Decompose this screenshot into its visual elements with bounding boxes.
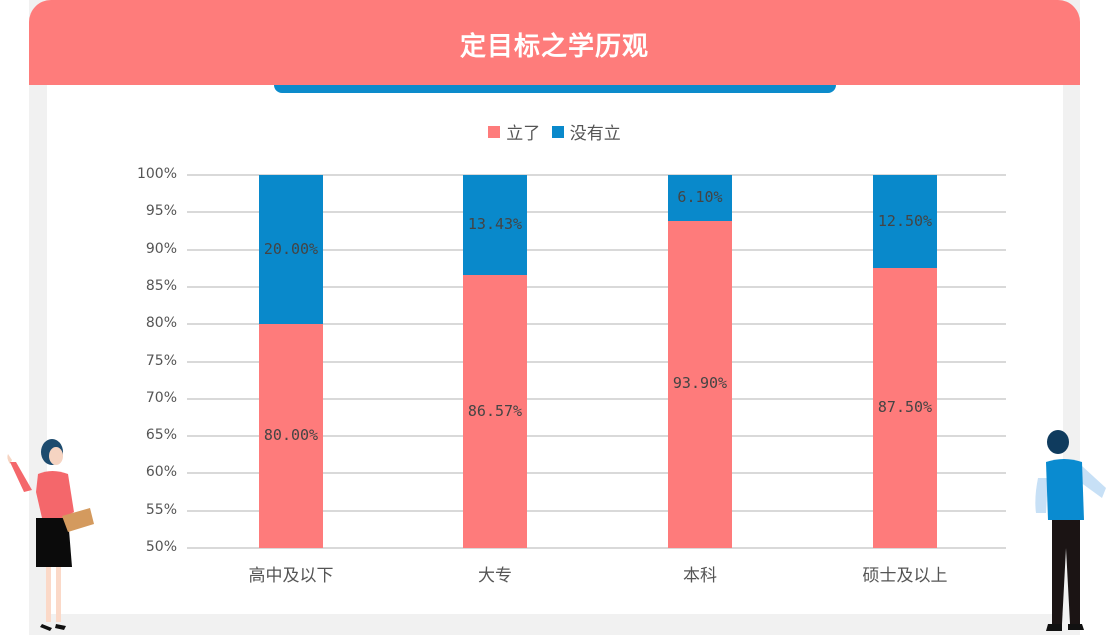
y-tick-label: 70% xyxy=(145,389,177,406)
bar-segment-set xyxy=(668,220,732,548)
data-label-unset: 12.50% xyxy=(877,211,933,230)
woman-illustration-icon xyxy=(7,439,94,631)
bar-segment-unset xyxy=(873,175,937,269)
y-tick-label: 95% xyxy=(145,203,177,220)
y-tick-label: 100% xyxy=(136,166,177,182)
data-label-set: 86.57% xyxy=(467,401,523,420)
y-tick-label: 60% xyxy=(145,464,177,481)
bar-segment-set xyxy=(463,275,527,548)
data-label-set: 87.50% xyxy=(877,398,933,417)
gridline xyxy=(187,472,1006,475)
page-title: 定目标之学历观 xyxy=(459,32,649,62)
man-illustration-icon xyxy=(1035,430,1106,631)
legend-item-set: 立了 xyxy=(488,119,540,144)
gridline xyxy=(187,397,1006,400)
legend-swatch-unset xyxy=(551,125,564,138)
y-tick-label: 50% xyxy=(145,539,177,555)
gridline xyxy=(187,435,1006,438)
y-tick-label: 55% xyxy=(145,501,177,518)
header-banner: 定目标之学历观 xyxy=(29,0,1080,85)
x-category-label: 大专 xyxy=(478,566,512,586)
legend-label-unset: 没有立 xyxy=(569,124,621,144)
bar-segment-unset xyxy=(259,175,323,325)
data-label-set: 93.90% xyxy=(672,374,728,393)
bar-3: 12.50% 87.50% xyxy=(873,175,937,548)
chart-legend: 立了 没有立 xyxy=(0,119,1109,144)
x-category-label: 硕士及以上 xyxy=(862,566,948,586)
gridline xyxy=(187,547,1006,549)
y-tick-label: 75% xyxy=(145,352,177,369)
gridline xyxy=(187,248,1006,251)
gridline xyxy=(187,211,1006,214)
gridline xyxy=(187,509,1006,512)
y-tick-label: 65% xyxy=(145,427,177,444)
x-category-label: 高中及以下 xyxy=(248,566,334,586)
bar-segment-set xyxy=(259,324,323,548)
legend-label-set: 立了 xyxy=(506,124,541,144)
bar-2: 6.10% 93.90% xyxy=(668,175,732,548)
y-tick-label: 90% xyxy=(145,240,177,257)
data-label-set: 80.00% xyxy=(263,426,319,445)
header-accent-tab xyxy=(274,85,836,93)
data-label-unset: 20.00% xyxy=(263,239,319,258)
y-tick-label: 80% xyxy=(145,315,177,332)
bar-segment-unset xyxy=(463,175,527,276)
legend-item-unset: 没有立 xyxy=(551,119,621,144)
x-category-label: 本科 xyxy=(683,566,717,586)
y-tick-label: 85% xyxy=(145,277,177,294)
data-label-unset: 6.10% xyxy=(677,187,723,206)
gridline xyxy=(187,174,1006,176)
bar-segment-unset xyxy=(668,175,732,221)
gridline xyxy=(187,360,1006,363)
data-label-unset: 13.43% xyxy=(467,215,523,234)
bar-segment-set xyxy=(873,268,937,548)
bar-1: 13.43% 86.57% xyxy=(463,175,527,548)
legend-swatch-set xyxy=(488,125,501,138)
bar-0: 20.00% 80.00% xyxy=(259,175,323,548)
gridline xyxy=(187,323,1006,326)
gridline xyxy=(187,285,1006,288)
